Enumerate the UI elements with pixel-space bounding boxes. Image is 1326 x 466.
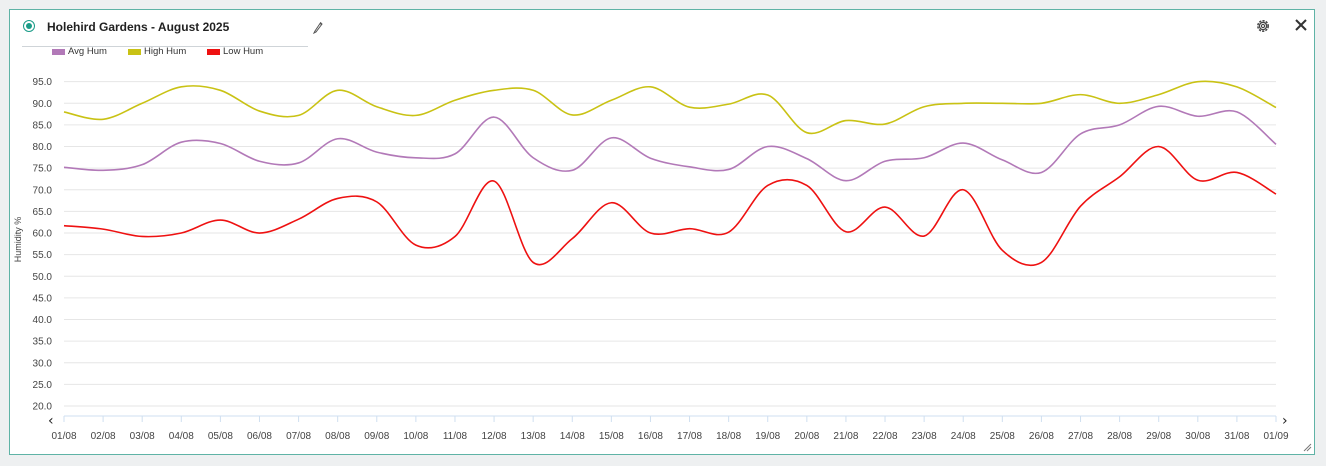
legend-item-avg-hum[interactable]: Avg Hum bbox=[52, 46, 107, 57]
scroll-right-button[interactable]: › bbox=[1282, 413, 1288, 429]
legend-item-high-hum[interactable]: High Hum bbox=[128, 46, 186, 57]
x-tick-label: 21/08 bbox=[833, 431, 858, 442]
y-tick-label: 70.0 bbox=[33, 185, 53, 196]
x-tick-label: 11/08 bbox=[443, 431, 468, 442]
legend-label-low-hum: Low Hum bbox=[223, 46, 264, 57]
y-tick-label: 75.0 bbox=[33, 164, 53, 175]
scroll-left-button[interactable]: ‹ bbox=[48, 413, 54, 429]
y-tick-label: 80.0 bbox=[33, 142, 53, 153]
x-tick-label: 27/08 bbox=[1068, 431, 1093, 442]
y-tick-label: 45.0 bbox=[33, 293, 53, 304]
x-tick-label: 03/08 bbox=[130, 431, 155, 442]
x-tick-label: 10/08 bbox=[403, 431, 428, 442]
radio-selected-icon[interactable] bbox=[23, 20, 35, 32]
series-line-avg-hum bbox=[63, 105, 1277, 182]
x-tick-label: 18/08 bbox=[716, 431, 741, 442]
x-tick-label: 01/09 bbox=[1263, 431, 1288, 442]
y-tick-label: 40.0 bbox=[33, 315, 53, 326]
y-tick-label: 90.0 bbox=[33, 99, 53, 110]
x-tick-label: 04/08 bbox=[169, 431, 194, 442]
x-tick-label: 17/08 bbox=[677, 431, 702, 442]
y-tick-label: 35.0 bbox=[33, 337, 53, 348]
legend-label-avg-hum: Avg Hum bbox=[68, 46, 107, 57]
x-tick-label: 08/08 bbox=[325, 431, 350, 442]
chart-panel: Holehird Gardens - August 2025 Avg Hum H… bbox=[9, 9, 1315, 455]
x-tick-label: 12/08 bbox=[482, 431, 507, 442]
y-tick-label: 95.0 bbox=[33, 77, 53, 88]
y-tick-label: 25.0 bbox=[33, 380, 53, 391]
x-tick-label: 31/08 bbox=[1224, 431, 1249, 442]
x-tick-label: 26/08 bbox=[1029, 431, 1054, 442]
y-tick-label: 30.0 bbox=[33, 358, 53, 369]
x-tick-label: 30/08 bbox=[1185, 431, 1210, 442]
y-tick-label: 55.0 bbox=[33, 250, 53, 261]
x-tick-label: 16/08 bbox=[638, 431, 663, 442]
x-tick-label: 06/08 bbox=[247, 431, 272, 442]
x-tick-label: 01/08 bbox=[51, 431, 76, 442]
x-tick-label: 28/08 bbox=[1107, 431, 1132, 442]
x-tick-label: 29/08 bbox=[1146, 431, 1171, 442]
x-tick-label: 15/08 bbox=[599, 431, 624, 442]
resize-grip-icon[interactable] bbox=[1302, 442, 1312, 452]
x-tick-label: 05/08 bbox=[208, 431, 233, 442]
x-tick-label: 22/08 bbox=[873, 431, 898, 442]
title-field[interactable]: Holehird Gardens - August 2025 bbox=[22, 18, 308, 47]
legend-item-low-hum[interactable]: Low Hum bbox=[207, 46, 263, 57]
x-tick-label: 14/08 bbox=[560, 431, 585, 442]
series-line-low-hum bbox=[63, 145, 1277, 267]
legend-swatch-avg-hum bbox=[52, 48, 65, 55]
x-tick-label: 19/08 bbox=[755, 431, 780, 442]
y-tick-label: 20.0 bbox=[33, 402, 53, 413]
close-icon[interactable] bbox=[1293, 17, 1309, 33]
pencil-icon[interactable] bbox=[312, 20, 324, 34]
x-tick-label: 24/08 bbox=[951, 431, 976, 442]
y-tick-label: 65.0 bbox=[33, 207, 53, 218]
legend-label-high-hum: High Hum bbox=[144, 46, 187, 57]
legend-swatch-high-hum bbox=[128, 48, 141, 55]
x-tick-label: 02/08 bbox=[91, 431, 116, 442]
legend-swatch-low-hum bbox=[207, 48, 220, 55]
x-tick-label: 23/08 bbox=[912, 431, 937, 442]
series-line-high-hum bbox=[63, 80, 1277, 135]
chart-title: Holehird Gardens - August 2025 bbox=[47, 20, 230, 34]
y-tick-label: 60.0 bbox=[33, 229, 53, 240]
y-tick-label: 50.0 bbox=[33, 272, 53, 283]
gear-icon[interactable] bbox=[1254, 17, 1272, 35]
x-tick-label: 13/08 bbox=[521, 431, 546, 442]
x-tick-label: 09/08 bbox=[364, 431, 389, 442]
y-axis-label: Humidity % bbox=[13, 217, 23, 263]
x-tick-label: 20/08 bbox=[794, 431, 819, 442]
y-tick-label: 85.0 bbox=[33, 120, 53, 131]
x-tick-label: 07/08 bbox=[286, 431, 311, 442]
x-tick-label: 25/08 bbox=[990, 431, 1015, 442]
